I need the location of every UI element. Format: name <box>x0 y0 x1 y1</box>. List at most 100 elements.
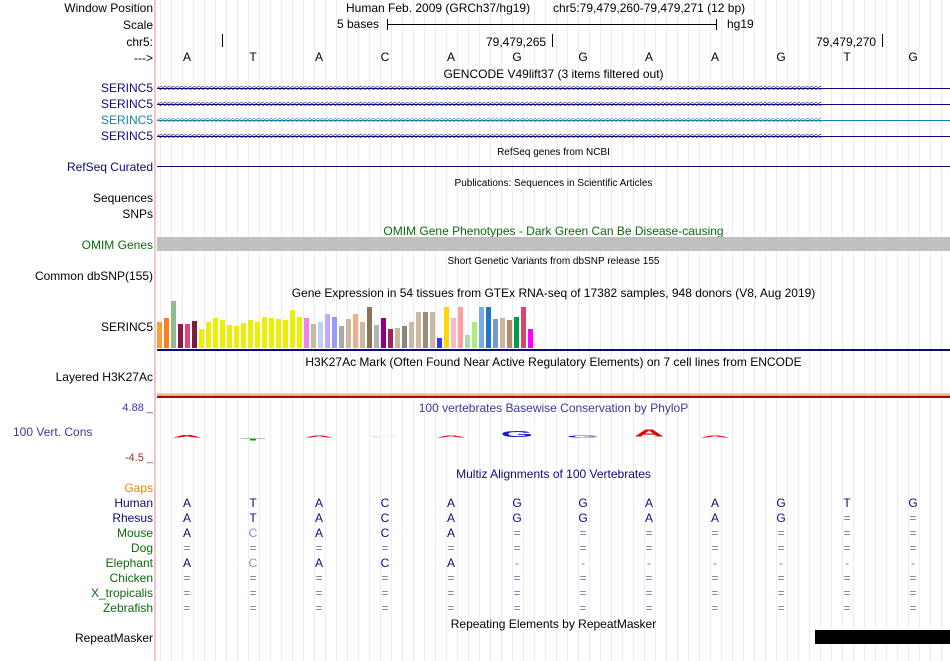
multiz-species-label[interactable]: Rhesus <box>112 511 153 525</box>
multiz-base: = <box>579 541 587 555</box>
gencode-transcript-label[interactable]: SERINC5 <box>100 129 153 143</box>
multiz-base: = <box>645 526 653 540</box>
gtex-tissue-bar[interactable] <box>430 312 435 348</box>
gtex-tissue-bar[interactable] <box>213 318 218 348</box>
gencode-transcript-label[interactable]: SERINC5 <box>100 81 153 95</box>
gtex-tissue-bar[interactable] <box>332 317 337 348</box>
gtex-tissue-bar[interactable] <box>479 307 484 348</box>
gtex-tissue-bar[interactable] <box>199 329 204 348</box>
refseq-track-label[interactable]: RefSeq Curated <box>66 160 153 174</box>
gtex-tissue-bar[interactable] <box>486 307 491 348</box>
multiz-species-label[interactable]: Elephant <box>105 556 153 570</box>
gtex-tissue-bar[interactable] <box>416 312 421 348</box>
gtex-tissue-bar[interactable] <box>304 318 309 348</box>
gtex-tissue-bar[interactable] <box>388 329 393 348</box>
gtex-tissue-bar[interactable] <box>178 324 183 348</box>
multiz-species-label[interactable]: Human <box>114 496 153 510</box>
gtex-tissue-bar[interactable] <box>360 322 365 348</box>
multiz-base: = <box>381 541 389 555</box>
gtex-tissue-bar[interactable] <box>157 322 162 348</box>
gtex-tissue-bar[interactable] <box>297 317 302 348</box>
gtex-tissue-bar[interactable] <box>283 320 288 348</box>
guide-line <box>380 0 381 661</box>
publications-snps-label[interactable]: SNPs <box>122 207 153 221</box>
gtex-tissue-bar[interactable] <box>325 314 330 348</box>
omim-track-label[interactable]: OMIM Genes <box>81 238 153 252</box>
gencode-transcript-line[interactable] <box>157 120 950 121</box>
gtex-tissue-bar[interactable] <box>248 320 253 348</box>
gtex-tissue-bar[interactable] <box>192 321 197 348</box>
gtex-tissue-bar[interactable] <box>164 318 169 348</box>
gtex-tissue-bar[interactable] <box>318 322 323 348</box>
gencode-transcript-line[interactable] <box>157 104 950 105</box>
multiz-species-label[interactable]: Mouse <box>116 526 153 540</box>
gtex-tissue-bar[interactable] <box>500 318 505 348</box>
gencode-transcript-label[interactable]: SERINC5 <box>100 97 153 111</box>
gtex-tissue-bar[interactable] <box>402 326 407 348</box>
omim-phenotype-bar[interactable] <box>157 237 950 251</box>
gtex-tissue-bar[interactable] <box>353 314 358 348</box>
multiz-base: = <box>513 526 521 540</box>
gtex-tissue-bar[interactable] <box>206 322 211 348</box>
gtex-tissue-bar[interactable] <box>374 325 379 348</box>
gencode-transcript-line[interactable] <box>157 136 950 137</box>
gtex-tissue-bar[interactable] <box>227 325 232 348</box>
gtex-tissue-bar[interactable] <box>234 326 239 348</box>
gtex-tissue-bar[interactable] <box>339 326 344 348</box>
h3k27ac-track-label[interactable]: Layered H3K27Ac <box>55 370 153 384</box>
multiz-species-label[interactable]: Dog <box>130 541 153 555</box>
gtex-tissue-bar[interactable] <box>255 322 260 348</box>
gtex-tissue-bar[interactable] <box>276 319 281 348</box>
gtex-tissue-bar[interactable] <box>465 335 470 348</box>
dbsnp-track-label[interactable]: Common dbSNP(155) <box>34 269 153 283</box>
gtex-tissue-bar[interactable] <box>507 320 512 348</box>
multiz-base: T <box>843 496 851 510</box>
multiz-base: = <box>315 541 323 555</box>
gtex-tissue-bar[interactable] <box>220 320 225 348</box>
gtex-tissue-bar[interactable] <box>493 319 498 348</box>
multiz-species-label[interactable]: Chicken <box>109 571 153 585</box>
gtex-tissue-bar[interactable] <box>528 329 533 348</box>
gtex-tissue-bar[interactable] <box>346 319 351 348</box>
gtex-tissue-bar[interactable] <box>185 324 190 348</box>
gtex-tissue-bar[interactable] <box>381 318 386 348</box>
repeatmasker-element[interactable] <box>815 630 950 644</box>
gtex-tissue-bar[interactable] <box>311 324 316 348</box>
gtex-tissue-bar[interactable] <box>269 318 274 348</box>
gtex-track-label[interactable]: SERINC5 <box>100 320 153 334</box>
window-position-label: Window Position <box>64 1 153 15</box>
gtex-tissue-bar[interactable] <box>262 317 267 348</box>
multiz-base: = <box>711 586 719 600</box>
h3k27ac-signal[interactable] <box>157 393 950 396</box>
refseq-gene-line[interactable] <box>157 166 950 167</box>
guide-line <box>204 0 205 661</box>
publications-sequences-label[interactable]: Sequences <box>92 191 153 205</box>
multiz-species-label[interactable]: Zebrafish <box>102 601 153 615</box>
base-letter: T <box>249 50 257 64</box>
gtex-tissue-bar[interactable] <box>241 323 246 348</box>
gtex-tissue-bar[interactable] <box>395 328 400 348</box>
conservation-glyph: T <box>240 437 266 442</box>
conservation-track-label[interactable]: 100 Vert. Cons <box>13 425 93 439</box>
gtex-tissue-bar[interactable] <box>423 312 428 348</box>
gencode-transcript-label[interactable]: SERINC5 <box>100 113 153 127</box>
gtex-tissue-bar[interactable] <box>472 322 477 348</box>
gtex-tissue-bar[interactable] <box>409 322 414 348</box>
ruler-coord-1: 79,479,265 <box>486 35 547 49</box>
gtex-tissue-bar[interactable] <box>171 301 176 348</box>
gtex-tissue-bar[interactable] <box>514 317 519 348</box>
gencode-transcript-line[interactable] <box>157 88 950 89</box>
multiz-base: A <box>644 496 653 510</box>
gtex-tissue-bar[interactable] <box>451 318 456 348</box>
gtex-tissue-bar[interactable] <box>521 307 526 348</box>
repeatmasker-track-label[interactable]: RepeatMasker <box>74 631 153 645</box>
gtex-bar-chart[interactable] <box>157 300 537 348</box>
gtex-tissue-bar[interactable] <box>444 307 449 348</box>
gtex-tissue-bar[interactable] <box>437 338 442 348</box>
gtex-tissue-bar[interactable] <box>367 307 372 348</box>
multiz-species-label[interactable]: X_tropicalis <box>90 586 153 600</box>
gtex-tissue-bar[interactable] <box>458 307 463 348</box>
gtex-tissue-bar[interactable] <box>290 310 295 348</box>
